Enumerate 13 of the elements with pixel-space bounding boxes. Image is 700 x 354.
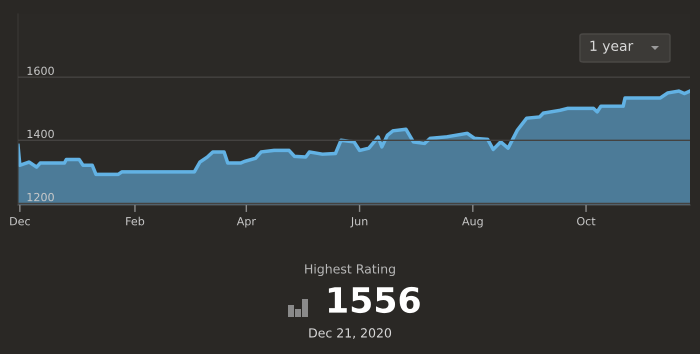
x-tick-label: Jun bbox=[350, 217, 368, 228]
x-tick-label: Oct bbox=[577, 217, 596, 226]
x-tick-label: Aug bbox=[462, 217, 483, 228]
text: Dec 21, 2020 bbox=[309, 328, 392, 339]
x-tick-label: Dec bbox=[10, 217, 30, 226]
text: 1556 bbox=[328, 286, 420, 314]
y-tick-label: 1600 bbox=[28, 66, 54, 75]
y-tick-label: 1200 bbox=[28, 192, 54, 202]
x-tick-label: Feb bbox=[126, 216, 144, 226]
x-tick-label: Apr bbox=[236, 217, 256, 228]
y-tick-label: 1400 bbox=[28, 130, 54, 138]
annotation: 1 year bbox=[590, 40, 634, 54]
text: Highest Rating bbox=[305, 264, 395, 276]
